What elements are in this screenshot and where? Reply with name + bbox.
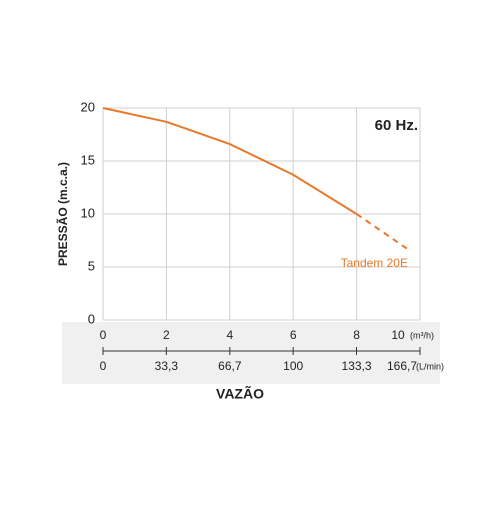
x-axis-title: VAZÃO (216, 385, 264, 402)
x2-tick-label: 166,7 (387, 359, 417, 373)
x-tick-label: 4 (226, 328, 233, 342)
x-unit: (m³/h) (410, 330, 434, 340)
x2-unit: (L/min) (416, 361, 444, 371)
x2-tick-label: 33,3 (155, 359, 179, 373)
x-tick-label: 6 (290, 328, 297, 342)
y-axis-title: PRESSÃO (m.c.a.) (55, 162, 70, 266)
y-tick-label: 10 (81, 205, 95, 220)
secondary-axis-band (62, 322, 440, 384)
x-tick-label: 0 (100, 328, 107, 342)
x2-tick-label: 133,3 (341, 359, 371, 373)
x2-tick-label: 0 (100, 359, 107, 373)
x2-tick-label: 66,7 (218, 359, 242, 373)
series-label: Tandem 20E (341, 256, 408, 270)
x-tick-label: 8 (353, 328, 360, 342)
y-tick-label: 5 (88, 258, 95, 273)
x2-tick-label: 100 (283, 359, 303, 373)
y-tick-label: 20 (81, 99, 95, 114)
y-tick-label: 15 (81, 152, 95, 167)
x-tick-label: 10 (391, 328, 405, 342)
frequency-annotation: 60 Hz. (375, 117, 418, 134)
curve (102, 107, 358, 215)
x-tick-label: 2 (163, 328, 170, 342)
curve (356, 213, 412, 252)
y-tick-label: 0 (88, 311, 95, 326)
